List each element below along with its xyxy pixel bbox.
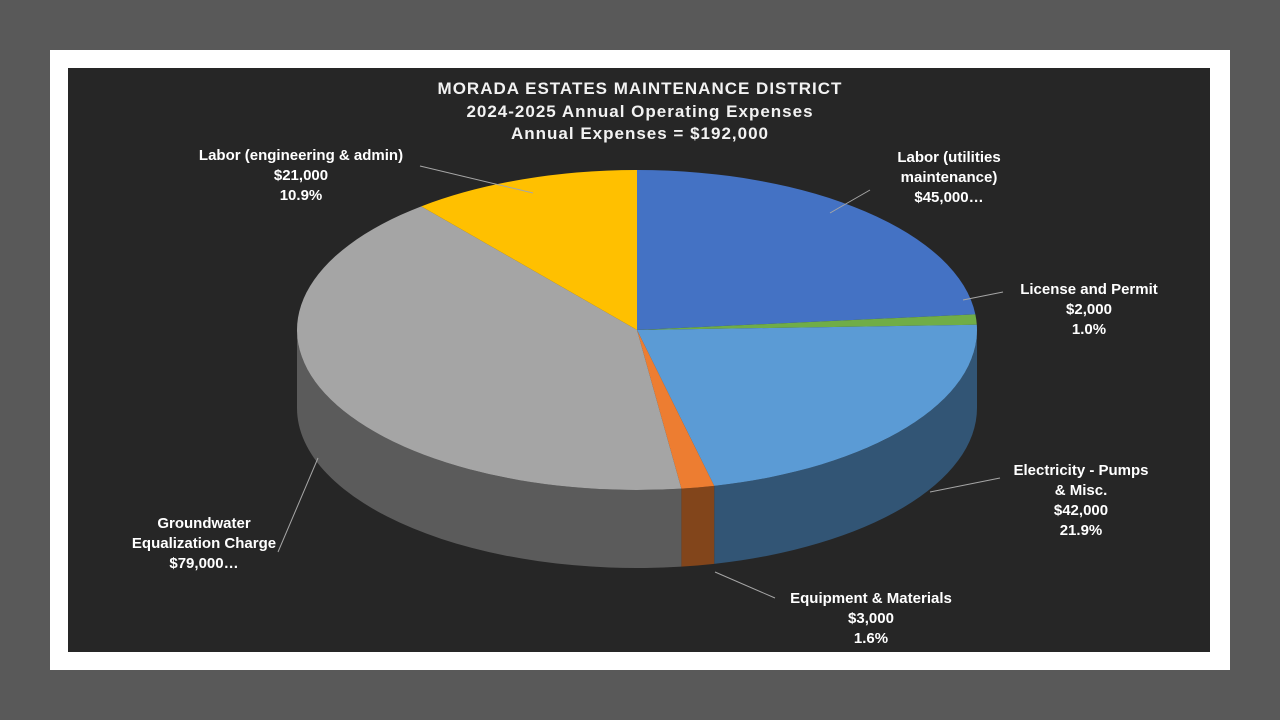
data-label: Labor (engineering & admin) $21,000 10.9% — [181, 146, 421, 206]
data-label: Groundwater Equalization Charge $79,000… — [84, 514, 324, 574]
leader-line — [829, 189, 871, 214]
value-label: $42,000 — [1053, 502, 1109, 519]
pie-slice-side — [714, 330, 977, 564]
chart-subtitle: 2024-2025 Annual Operating Expenses — [466, 102, 814, 121]
pie-slice — [637, 330, 715, 489]
value-label: $2,000 — [1066, 301, 1112, 318]
category-label: Groundwater Equalization Charge — [131, 515, 277, 552]
leader-line — [962, 291, 1004, 301]
percent-label: 1.0% — [1071, 321, 1107, 338]
value-label: $21,000 — [273, 167, 329, 184]
percent-label: 10.9% — [279, 187, 323, 204]
leader-line — [714, 571, 776, 599]
value-label: $3,000 — [848, 610, 894, 627]
data-label: License and Permit $2,000 1.0% — [969, 280, 1209, 340]
category-label: License and Permit — [1020, 281, 1158, 298]
leader-line — [277, 457, 319, 553]
category-label: Electricity - Pumps & Misc. — [1013, 462, 1149, 499]
data-label: Equipment & Materials $3,000 1.6% — [751, 589, 991, 649]
chart-annotation: Annual Expenses = $192,000 — [511, 124, 769, 143]
category-label: Equipment & Materials — [790, 590, 952, 607]
pie-slice-side — [297, 330, 682, 568]
value-label: $45,000… — [914, 189, 984, 206]
pie-slice — [421, 170, 637, 330]
pie-slice — [637, 324, 977, 486]
category-label: Labor (engineering & admin) — [198, 147, 404, 164]
percent-label: 1.6% — [853, 630, 889, 647]
leader-line — [419, 165, 534, 194]
value-label: $79,000… — [169, 555, 239, 572]
pie-slice — [637, 314, 977, 330]
pie-slice-side — [681, 485, 715, 567]
data-label: Electricity - Pumps & Misc. $42,000 21.9% — [961, 461, 1201, 541]
pie-slice — [637, 170, 976, 330]
leader-line — [929, 477, 1001, 493]
percent-label: 21.9% — [1059, 522, 1103, 539]
data-label: Labor (utilities maintenance) $45,000… — [829, 148, 1069, 208]
chart-title: MORADA ESTATES MAINTENANCE DISTRICT — [437, 79, 843, 98]
category-label: Labor (utilities maintenance) — [897, 149, 1001, 186]
pie-slice — [296, 206, 682, 490]
